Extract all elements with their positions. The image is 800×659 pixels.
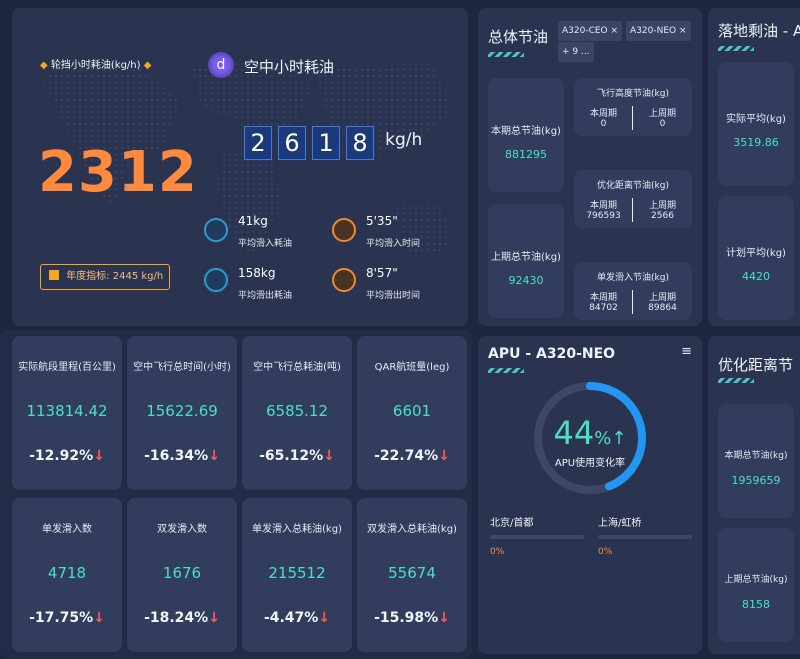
airport-shanghai: 上海/虹桥 0% [598, 514, 692, 557]
menu-icon[interactable]: ≡ [681, 344, 692, 359]
fuel-saving-panel: 总体节油 A320-CEO × A320-NEO × + 9 ... 本期总节油(k… [478, 8, 702, 326]
panel-title: APU - A320-NEO [488, 346, 616, 362]
clock-icon [332, 268, 356, 292]
filter-tag[interactable]: A320-NEO × [626, 21, 691, 41]
fuel-drop-icon: d [208, 52, 234, 78]
divider [632, 106, 633, 130]
fuel-pump-icon [204, 268, 228, 292]
panel-title: 优化距离节 [718, 356, 794, 374]
kpi-card: 实际航段里程(百公里) 113814.42 -12.92%↓ [12, 336, 122, 490]
big-fuel-value: 2312 [38, 140, 198, 205]
plan-avg-card: 计划平均(kg) 4420 [718, 196, 794, 320]
title-stripe [718, 378, 754, 383]
arrow-down-icon: ↓ [323, 448, 335, 464]
this-period-card: 本期总节油(kg) 1959659 [718, 404, 794, 518]
double-arrow-icon: ◆ [143, 60, 152, 71]
kpi-card: 空中飞行总耗油(吨) 6585.12 -65.12%↓ [242, 336, 352, 490]
digit: 8 [346, 126, 374, 160]
divider [632, 290, 633, 314]
kpi-card: 双发滑入数 1676 -18.24%↓ [127, 498, 237, 652]
arrow-down-icon: ↓ [438, 610, 450, 626]
digit: 6 [278, 126, 306, 160]
last-period-card: 上期总节油(kg) 92430 [488, 204, 564, 318]
last-period-card: 上期总节油(kg) 8158 [718, 528, 794, 642]
digit: 2 [244, 126, 272, 160]
kpi-panel: 实际航段里程(百公里) 113814.42 -12.92%↓ 空中飞行总时间(小… [0, 330, 472, 659]
annual-target-badge: 年度指标: 2445 kg/h [40, 264, 170, 290]
arrow-down-icon: ↓ [93, 448, 105, 464]
saving-block-single-engine: 单发滑入节油(kg) 本周期 84702 上周期 89864 [574, 262, 692, 320]
fuel-pump-icon [204, 218, 228, 242]
optimized-distance-panel: 优化距离节 本期总节油(kg) 1959659 上期总节油(kg) 8158 [708, 336, 800, 654]
actual-avg-card: 实际平均(kg) 3519.86 [718, 62, 794, 186]
apu-percent: 44%↑ [553, 414, 627, 452]
kpi-card: 双发滑入总耗油(kg) 55674 -15.98%↓ [357, 498, 467, 652]
filter-tag[interactable]: A320-CEO × [558, 21, 623, 41]
this-period-card: 本期总节油(kg) 881295 [488, 78, 564, 192]
apu-panel: APU - A320-NEO ≡ 44%↑ APU使用变化率 北京/首都 0% … [478, 336, 702, 654]
progress-bar [598, 535, 692, 539]
kpi-card: QAR航班量(leg) 6601 -22.74%↓ [357, 336, 467, 490]
arrow-down-icon: ↓ [438, 448, 450, 464]
saving-block-altitude: 飞行高度节油(kg) 本周期 0 上周期 0 [574, 78, 692, 136]
title-stripe [488, 368, 524, 373]
kpi-card: 单发滑入数 4718 -17.75%↓ [12, 498, 122, 652]
target-icon [49, 270, 59, 280]
filter-tags: A320-CEO × A320-NEO × + 9 ... [558, 20, 698, 62]
clock-icon [332, 218, 356, 242]
apu-label: APU使用变化率 [554, 458, 626, 469]
panel-title: 总体节油 [488, 28, 549, 46]
airport-beijing: 北京/首都 0% [490, 514, 584, 557]
filter-tag-more[interactable]: + 9 ... [558, 42, 594, 62]
panel-title: 落地剩油 - A [718, 22, 800, 40]
progress-bar [490, 535, 584, 539]
arrow-down-icon: ↓ [208, 610, 220, 626]
arrow-up-icon: ↑ [611, 428, 627, 449]
landing-fuel-panel: 落地剩油 - A 实际平均(kg) 3519.86 计划平均(kg) 4420 [708, 8, 800, 326]
digit: 1 [312, 126, 340, 160]
kpi-card: 单发滑入总耗油(kg) 215512 -4.47%↓ [242, 498, 352, 652]
gauge-arc [534, 382, 646, 494]
unit-label: kg/h [385, 130, 423, 150]
apu-gauge [534, 382, 646, 494]
double-arrow-icon: ◆ [40, 60, 48, 71]
arrow-down-icon: ↓ [208, 448, 220, 464]
arrow-down-icon: ↓ [93, 610, 105, 626]
saving-block-distance: 优化距离节油(kg) 本周期 796593 上周期 2566 [574, 170, 692, 228]
left-label: ◆ 轮挡小时耗油(kg/h) ◆ [40, 60, 152, 71]
air-fuel-title: 空中小时耗油 [244, 58, 335, 76]
arrow-down-icon: ↓ [318, 610, 331, 626]
kpi-card: 空中飞行总时间(小时) 15622.69 -16.34%↓ [127, 336, 237, 490]
fuel-hero-panel: ◆ 轮挡小时耗油(kg/h) ◆ 2312 年度指标: 2445 kg/h d … [12, 8, 468, 326]
title-stripe [488, 52, 524, 57]
title-stripe [718, 46, 754, 51]
divider [632, 198, 633, 222]
